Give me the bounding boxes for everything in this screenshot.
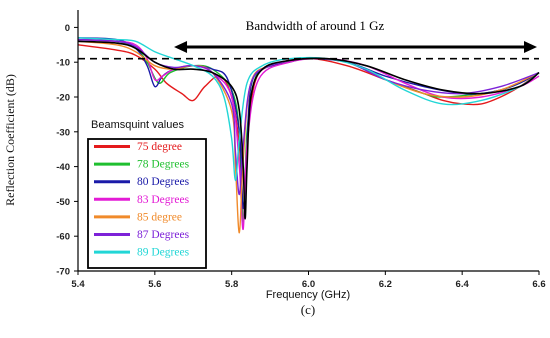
y-axis-ticks: 0 -10 -20 -30 -40 -50 -60 -70 <box>56 23 78 278</box>
legend-label: 89 Degrees <box>137 247 190 259</box>
y-tick-label: 0 <box>65 23 70 34</box>
series-line-reference <box>77 40 540 220</box>
legend-items: 75 degree 78 Degrees 80 Degrees 83 Degrees 8… <box>94 141 190 259</box>
y-tick-label: -60 <box>56 232 70 243</box>
y-tick-label: -50 <box>56 197 70 208</box>
series-line-6 <box>77 37 540 182</box>
series-line-4 <box>77 40 540 234</box>
x-tick-label: 5.8 <box>225 279 238 290</box>
legend-box <box>87 138 207 269</box>
y-tick-label: -40 <box>56 162 70 173</box>
x-tick-label: 6.4 <box>456 279 470 290</box>
bandwidth-annotation: Bandwidth of around 1 Gz <box>246 18 385 33</box>
legend-label: 85 degree <box>137 211 182 223</box>
legend-label: 80 Degrees <box>137 176 190 188</box>
x-tick-label: 5.4 <box>71 279 85 290</box>
legend: Beamsquint values 75 degree 78 Degrees 80 … <box>87 119 207 269</box>
y-tick-label: -10 <box>56 58 70 69</box>
y-tick-label: -30 <box>56 127 70 138</box>
x-tick-label: 5.6 <box>148 279 161 290</box>
legend-title: Beamsquint values <box>91 119 184 131</box>
y-tick-label: -20 <box>56 93 70 104</box>
bandwidth-arrow <box>174 41 537 53</box>
x-tick-label: 6.2 <box>379 279 392 290</box>
legend-label: 87 Degrees <box>137 229 190 241</box>
x-axis-label: Frequency (GHz) <box>266 289 350 301</box>
series-layer <box>77 37 540 234</box>
x-axis-ticks: 5.4 5.6 5.8 6.0 6.2 6.4 6.6 <box>71 271 546 290</box>
legend-label: 78 Degrees <box>137 159 190 171</box>
y-tick-label: -70 <box>56 267 70 278</box>
legend-label: 75 degree <box>137 141 182 153</box>
figure-caption: (c) <box>301 302 315 317</box>
legend-label: 83 Degrees <box>137 194 190 206</box>
x-tick-label: 6.0 <box>302 279 315 290</box>
y-axis-label: Reflection Coefficient (dB) <box>3 74 17 206</box>
x-tick-label: 6.6 <box>532 279 545 290</box>
